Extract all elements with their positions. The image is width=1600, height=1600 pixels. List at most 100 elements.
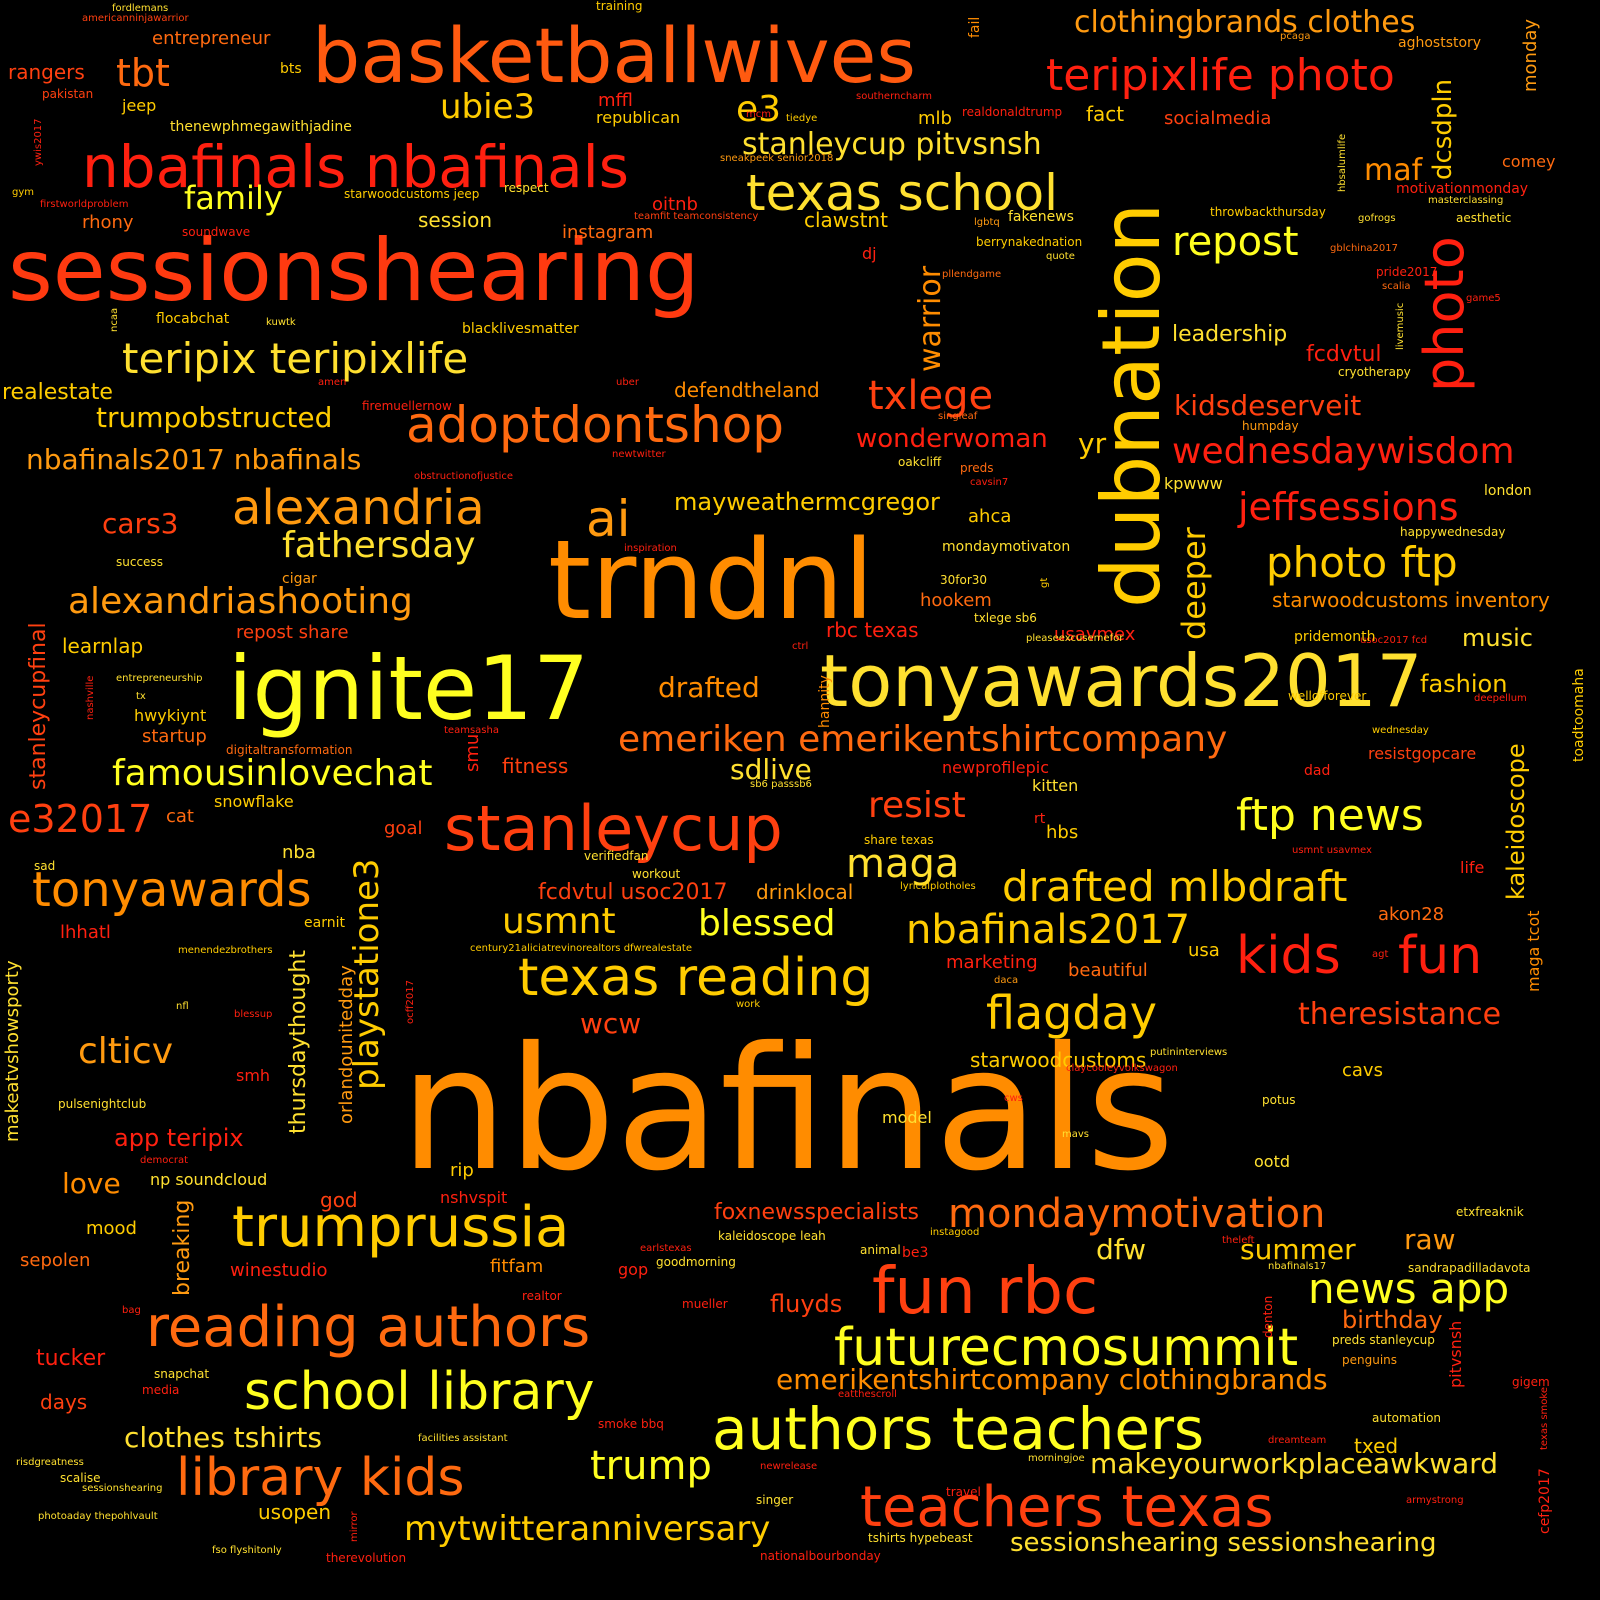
word-295: fso flyshitonly xyxy=(212,1545,282,1556)
word-144: ahca xyxy=(968,506,1012,527)
word-121: startup xyxy=(142,726,207,747)
word-176: starwoodcustoms jeep xyxy=(344,187,480,201)
word-109: oitnb xyxy=(652,194,698,215)
word-243: menendezbrothers xyxy=(178,945,273,956)
word-192: cryotherapy xyxy=(1338,365,1411,379)
word-102: entrepreneur xyxy=(152,28,271,49)
word-3: trndnl xyxy=(548,516,875,644)
word-252: claycooleyvolkswagon xyxy=(1066,1063,1178,1074)
word-153: resistgopcare xyxy=(1368,744,1477,763)
word-209: preds xyxy=(960,461,994,475)
word-126: goal xyxy=(384,818,423,839)
word-103: rangers xyxy=(8,60,85,84)
word-248: work xyxy=(736,999,761,1010)
word-138: fitfam xyxy=(490,1256,544,1277)
word-131: god xyxy=(320,1188,358,1212)
word-133: mood xyxy=(86,1218,137,1239)
word-172: mcm xyxy=(746,109,771,120)
word-92: leadership xyxy=(1172,322,1288,347)
word-28: fun xyxy=(1398,926,1483,986)
word-185: gofrogs xyxy=(1358,213,1396,224)
word-4: dubnation xyxy=(1085,202,1178,608)
word-108: mffl xyxy=(598,90,633,111)
word-145: kpwww xyxy=(1164,474,1223,493)
word-241: usmnt usavmex xyxy=(1292,845,1372,856)
word-268: realtor xyxy=(522,1289,562,1303)
word-97: realestate xyxy=(2,380,113,405)
word-188: gblchina2017 xyxy=(1330,243,1399,254)
word-171: tiedye xyxy=(786,113,818,124)
word-86: music xyxy=(1462,624,1533,652)
word-67: deeper xyxy=(1175,527,1213,640)
word-91: stanleycupfinal xyxy=(26,622,51,790)
word-261: animal xyxy=(860,1243,901,1257)
word-105: fact xyxy=(1086,102,1125,126)
word-225: wellofforever xyxy=(1288,689,1367,703)
word-197: berrynakednation xyxy=(976,235,1083,249)
word-207: obstructionofjustice xyxy=(414,471,514,482)
word-139: tucker xyxy=(36,1346,106,1371)
word-26: ftp news xyxy=(1236,790,1424,841)
word-94: starwoodcustoms xyxy=(970,1048,1147,1072)
word-282: dreamteam xyxy=(1268,1435,1327,1446)
word-11: texas school xyxy=(746,164,1058,222)
word-47: ubie3 xyxy=(440,87,536,127)
word-148: newprofilepic xyxy=(942,758,1050,777)
word-288: travel xyxy=(946,1485,981,1499)
word-23: futurecmosummit xyxy=(834,1318,1299,1378)
word-146: hbs xyxy=(1046,822,1079,843)
word-77: summer xyxy=(1240,1233,1356,1266)
word-239: workout xyxy=(632,867,681,881)
word-297: nationalbourbonday xyxy=(760,1549,881,1563)
word-270: denton xyxy=(1261,1295,1275,1338)
word-260: instagood xyxy=(930,1227,980,1238)
word-206: newtwitter xyxy=(612,449,666,460)
word-68: warrior xyxy=(913,265,948,372)
word-61: family xyxy=(184,179,283,217)
word-226: wednesday xyxy=(1372,725,1429,736)
word-284: scalise xyxy=(60,1471,101,1485)
word-236: rt xyxy=(1034,811,1046,827)
word-116: rbc texas xyxy=(826,618,919,642)
word-127: nba xyxy=(282,842,316,863)
word-1: sessionshearing xyxy=(8,221,700,321)
word-35: famousinlovechat xyxy=(112,753,433,794)
word-22: trumprussia xyxy=(232,1195,570,1260)
word-79: raw xyxy=(1404,1223,1456,1256)
word-181: kuwtk xyxy=(266,317,296,328)
word-107: republican xyxy=(596,108,681,127)
word-214: mondaymotivaton xyxy=(942,539,1071,555)
word-291: cefp2017 xyxy=(1537,1468,1553,1534)
word-29: news app xyxy=(1308,1264,1510,1313)
word-12: adoptdontshop xyxy=(406,396,785,454)
word-44: clticv xyxy=(78,1031,174,1072)
word-292: photoaday thepohlvault xyxy=(38,1511,158,1522)
word-224: toadtoomaha xyxy=(1571,668,1587,762)
word-290: armystrong xyxy=(1406,1495,1464,1506)
word-222: hannity xyxy=(817,675,833,728)
word-301: ncaa xyxy=(109,307,120,332)
word-202: amen xyxy=(318,377,347,388)
word-213: inspiration xyxy=(624,543,677,554)
word-230: entrepreneurship xyxy=(116,673,203,684)
word-234: digitaltransformation xyxy=(226,743,353,757)
word-154: life xyxy=(1460,858,1485,877)
word-279: automation xyxy=(1372,1411,1442,1425)
word-87: starwoodcustoms inventory xyxy=(1272,588,1550,612)
word-190: scalia xyxy=(1382,281,1411,292)
word-193: livemusic xyxy=(1395,302,1406,350)
word-285: sessionshearing xyxy=(82,1483,163,1494)
word-199: pllendgame xyxy=(942,269,1002,280)
word-101: makeatvshowsporty xyxy=(2,960,23,1142)
word-19: fun rbc xyxy=(872,1255,1099,1329)
word-167: training xyxy=(596,0,643,13)
word-211: london xyxy=(1484,483,1532,499)
word-78: dfw xyxy=(1096,1233,1147,1266)
word-124: snowflake xyxy=(214,792,294,811)
word-15: ai xyxy=(586,490,631,548)
word-276: media xyxy=(142,1383,180,1397)
word-204: singleaf xyxy=(938,411,978,422)
word-25: tonyawards xyxy=(32,862,312,918)
word-0: nbafinals xyxy=(400,1011,1175,1209)
word-8: nbafinals nbafinals xyxy=(82,133,630,201)
